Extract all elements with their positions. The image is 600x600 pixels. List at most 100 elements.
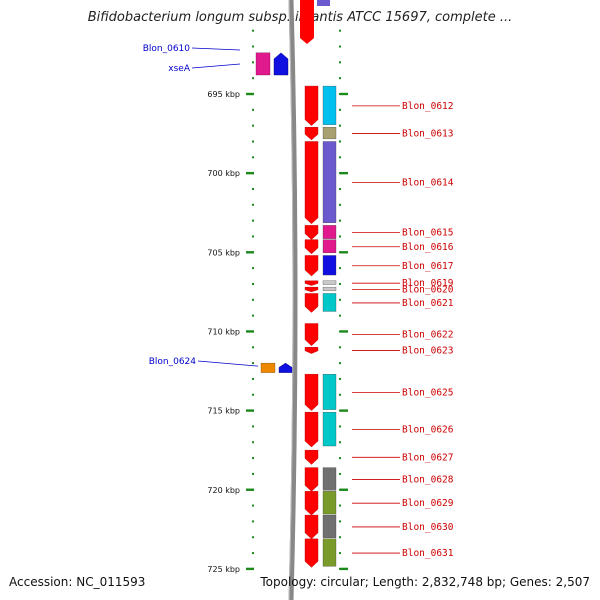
gene-arrow-blon_0613[interactable]	[304, 127, 319, 141]
gene-label-blon_0627[interactable]: Blon_0627	[402, 452, 453, 463]
scale-dot	[339, 45, 341, 48]
gene-arrow-blon_0619[interactable]	[304, 280, 319, 286]
gene-arrow-blon_0627[interactable]	[304, 449, 319, 465]
accession-text: Accession: NC_011593	[9, 575, 146, 589]
scale-dot	[252, 61, 254, 64]
gene-arrow-blon_0629[interactable]	[304, 491, 319, 516]
scale-dot	[252, 267, 254, 270]
gene-block-blon_0625[interactable]	[322, 374, 337, 410]
genome-backbone	[288, 0, 298, 600]
scale-dot	[252, 377, 254, 380]
gene-label-blon_0623[interactable]: Blon_0623	[402, 345, 453, 356]
scale-dot	[339, 346, 341, 349]
gene-block-blon_0610[interactable]	[255, 52, 271, 76]
scale-tick-right	[340, 251, 348, 254]
scale-tick-right	[340, 330, 348, 333]
gene-block-blon_0629[interactable]	[322, 491, 337, 515]
gene-arrow-partial[interactable]	[300, 0, 314, 44]
scale-dot	[339, 472, 341, 475]
gene-label-blon_0612[interactable]: Blon_0612	[402, 101, 453, 112]
gene-label-blon_0621[interactable]: Blon_0621	[402, 298, 454, 309]
gene-arrow-blon_0624[interactable]	[278, 362, 293, 373]
gene-arrow-blon_0626[interactable]	[304, 411, 319, 448]
gene-label-blon_0620[interactable]: Blon_0620	[402, 285, 454, 296]
gene-arrow-blon_0616[interactable]	[304, 239, 319, 255]
gene-block-blon_0624[interactable]	[260, 362, 276, 373]
gene-label-blon_0628[interactable]: Blon_0628	[402, 474, 454, 485]
scale-dot	[252, 457, 254, 460]
gene-block-blon_0615[interactable]	[322, 225, 337, 239]
gene-arrow-blon_0612[interactable]	[304, 85, 319, 126]
gene-block-blon_0620[interactable]	[322, 286, 337, 292]
gene-block-blon_0630[interactable]	[322, 514, 337, 538]
scale-dot	[339, 425, 341, 428]
scale-dot	[252, 108, 254, 111]
scale-tick-label: 700 kbp	[207, 169, 240, 178]
scale-dot	[252, 552, 254, 555]
scale-dot	[252, 282, 254, 285]
gene-block-blon_0628[interactable]	[322, 467, 337, 491]
gene-block-blon_0616[interactable]	[322, 239, 337, 254]
scale-tick-label: 695 kbp	[207, 90, 240, 99]
scale-dot	[339, 314, 341, 317]
scale-dot	[252, 45, 254, 48]
gene-label-blon_0629[interactable]: Blon_0629	[402, 498, 454, 509]
gene-arrow-blon_0622[interactable]	[304, 323, 319, 346]
gene-block-blon_0626[interactable]	[322, 412, 337, 447]
gene-arrow-blon_0615[interactable]	[304, 225, 319, 240]
gene-label-blon_0615[interactable]: Blon_0615	[402, 228, 453, 239]
scale-tick-left	[246, 251, 254, 254]
gene-arrow-blon_0628[interactable]	[304, 467, 319, 492]
gene-block-blon_0631[interactable]	[322, 538, 337, 567]
scale-dot	[339, 140, 341, 143]
scale-dot	[339, 108, 341, 111]
gene-block-blon_0613[interactable]	[322, 127, 337, 140]
scale-dot	[252, 504, 254, 507]
gene-arrow-xsea[interactable]	[273, 52, 289, 76]
gene-block-partial[interactable]	[317, 0, 330, 6]
gene-block-blon_0619[interactable]	[322, 280, 337, 285]
gene-label-blon_0622[interactable]: Blon_0622	[402, 330, 453, 341]
gene-arrow-blon_0621[interactable]	[304, 293, 319, 313]
gene-label-xsea[interactable]: xseA	[168, 64, 191, 74]
gene-arrow-blon_0625[interactable]	[304, 373, 319, 411]
gene-label-blon_0614[interactable]: Blon_0614	[402, 178, 454, 189]
gene-arrow-blon_0614[interactable]	[304, 141, 319, 225]
gene-label-blon_0616[interactable]: Blon_0616	[402, 242, 454, 253]
scale-dot	[252, 203, 254, 206]
reverse-strand-genes: Blon_0612 Blon_0613 Blon_0614 Blon_0615 Blon…	[300, 0, 454, 568]
scale-tick-label: 710 kbp	[207, 327, 240, 336]
gene-label-blon_0624[interactable]: Blon_0624	[149, 357, 197, 367]
gene-block-blon_0612[interactable]	[322, 85, 337, 125]
gene-arrow-blon_0617[interactable]	[304, 255, 319, 277]
scale-tick-label: 715 kbp	[207, 407, 240, 416]
gene-label-blon_0625[interactable]: Blon_0625	[402, 387, 453, 398]
scale-dot	[339, 552, 341, 555]
gene-label-blon_0631[interactable]: Blon_0631	[402, 548, 454, 559]
scale-tick-right	[340, 488, 348, 491]
gene-block-blon_0621[interactable]	[322, 293, 337, 312]
gene-arrow-blon_0623[interactable]	[304, 347, 319, 354]
gene-label-blon_0630[interactable]: Blon_0630	[402, 522, 454, 533]
scale-dot	[339, 393, 341, 396]
gene-arrow-blon_0630[interactable]	[304, 514, 319, 540]
scale-tick-right	[340, 567, 348, 571]
scale-dot	[339, 156, 341, 159]
scale-dot	[252, 520, 254, 523]
gene-leader-line	[197, 360, 259, 367]
gene-label-blon_0610[interactable]: Blon_0610	[143, 44, 191, 54]
scale-dot	[252, 235, 254, 238]
backbone-line	[288, 0, 298, 600]
gene-label-blon_0626[interactable]: Blon_0626	[402, 425, 454, 436]
gene-arrow-blon_0631[interactable]	[304, 538, 319, 568]
gene-block-blon_0614[interactable]	[322, 141, 337, 223]
gene-label-blon_0617[interactable]: Blon_0617	[402, 261, 453, 272]
gene-block-blon_0617[interactable]	[322, 255, 337, 276]
gene-label-blon_0619[interactable]: Blon_0619	[402, 278, 454, 289]
scale-dot	[339, 504, 341, 507]
gene-arrow-blon_0620[interactable]	[304, 286, 319, 293]
gene-label-blon_0613[interactable]: Blon_0613	[402, 129, 453, 140]
topology-text: Topology: circular; Length: 2,832,748 bp…	[260, 575, 590, 589]
